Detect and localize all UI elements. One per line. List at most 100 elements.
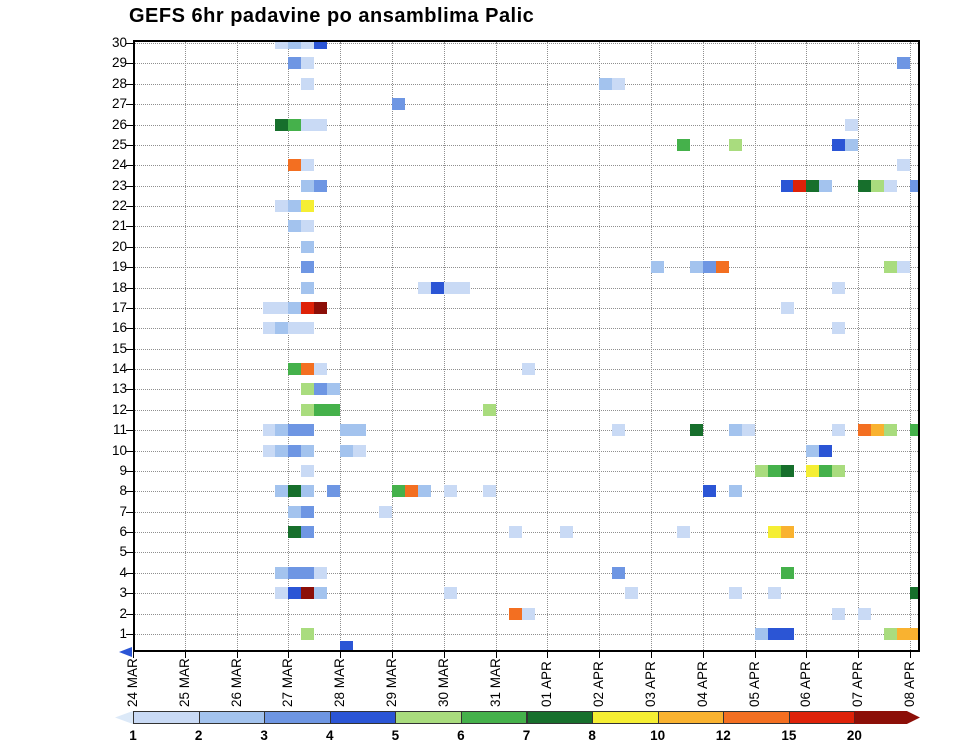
colorbar-label: 8 [588,728,596,743]
heatmap-cell [288,301,302,314]
heatmap-cell [612,77,626,90]
heatmap-cell [897,627,911,640]
colorbar-segment [657,711,725,724]
y-axis-label: 18 [111,279,127,295]
y-axis-tick [126,532,133,534]
heatmap-cell [728,587,742,600]
heatmap-cell [780,301,794,314]
colorbar-high-arrow-icon [854,711,920,724]
colorbar-segment [592,711,659,724]
grid-h-line [135,63,918,65]
colorbar-segment [133,711,200,724]
heatmap-cell [508,607,522,620]
y-axis-label: 30 [111,35,127,50]
grid-v-line [547,42,549,650]
colorbar-label: 12 [715,728,731,743]
colorbar-label: 15 [781,728,797,743]
y-axis-label: 22 [111,198,127,214]
grid-h-line [135,511,918,513]
heatmap-cell [275,485,289,498]
heatmap-cell [314,403,328,416]
heatmap-cell [780,627,794,640]
heatmap-cell [301,485,315,498]
x-axis-label: 30 MAR [435,658,451,707]
y-axis-label: 20 [111,238,127,254]
colorbar-label: 20 [846,728,862,743]
heatmap-cell [430,281,444,294]
x-axis-start-arrow-icon [119,647,132,657]
heatmap-cell [301,118,315,131]
heatmap-cell [728,138,742,151]
x-axis-tick [133,652,134,658]
heatmap-cell [262,322,276,335]
heatmap-cell [340,444,354,457]
heatmap-cell [832,607,846,620]
grid-h-line [135,83,918,85]
x-axis-tick [392,652,393,658]
y-axis-tick [126,206,133,208]
heatmap-cell [288,424,302,437]
grid-v-line [651,42,652,650]
heatmap-cell [275,322,289,335]
y-axis-tick [126,328,133,330]
heatmap-cell [832,281,846,294]
heatmap-cell [884,179,898,192]
heatmap-cell [288,526,302,539]
heatmap-cell [456,281,470,294]
y-axis-tick [126,348,133,350]
x-axis-label: 02 APR [591,661,607,707]
x-axis-label: 01 APR [539,661,555,707]
y-axis-label: 21 [111,218,127,234]
y-axis-label: 27 [111,96,127,112]
x-axis-tick [547,652,549,658]
heatmap-cell [754,464,768,477]
grid-h-line [135,532,918,534]
heatmap-cell [301,200,315,213]
colorbar-segment [264,711,331,724]
heatmap-cell [858,607,872,620]
heatmap-cell [651,261,664,274]
heatmap-cell [767,526,781,539]
y-axis-tick [126,491,133,493]
heatmap-cell [288,118,302,131]
y-axis-label: 29 [111,55,127,71]
chart-title: GEFS 6hr padavine po ansamblima Palic [129,5,535,27]
heatmap-cell [819,179,833,192]
heatmap-cell [897,261,911,274]
grid-h-line [135,491,918,493]
x-axis-tick [443,652,445,658]
y-axis-label: 11 [112,422,127,438]
grid-h-line [135,389,918,391]
heatmap-cell [404,485,418,498]
x-axis-label: 27 MAR [280,658,296,707]
heatmap-cell [301,526,315,539]
y-axis-tick [126,124,133,126]
colorbar-low-arrow-icon [115,711,133,724]
y-axis-tick [126,470,133,472]
heatmap-cell [314,118,328,131]
y-axis-tick [126,226,133,228]
colorbar-segment [526,711,594,724]
heatmap-cell [897,159,911,172]
heatmap-cell [858,424,872,437]
heatmap-cell [780,179,794,192]
heatmap-cell [806,179,820,192]
y-axis-label: 9 [119,462,127,478]
heatmap-cell [482,485,496,498]
heatmap-cell [884,627,898,640]
y-axis-tick [126,552,133,554]
grid-h-line [135,470,918,472]
heatmap-cell [301,403,315,416]
grid-h-line [135,633,918,635]
heatmap-cell [314,566,328,579]
y-axis-label: 28 [111,75,127,91]
colorbar-label: 10 [650,728,666,743]
heatmap-cell [871,179,885,192]
heatmap-cell [858,179,872,192]
y-axis-label: 13 [111,381,127,397]
heatmap-cell [845,118,859,131]
x-axis-tick [910,652,911,658]
heatmap-cell [301,444,315,457]
heatmap-cell [819,444,833,457]
heatmap-cell [288,566,302,579]
